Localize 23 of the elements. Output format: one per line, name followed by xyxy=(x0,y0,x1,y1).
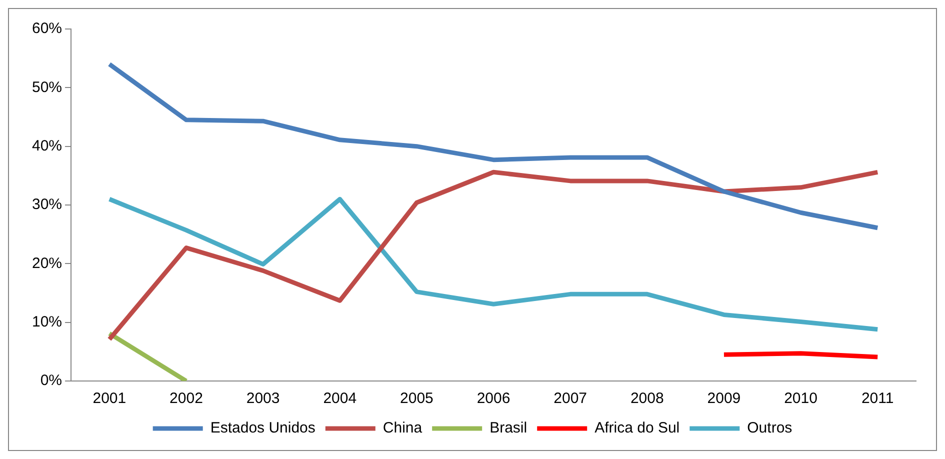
x-tick-label: 2008 xyxy=(630,390,664,408)
legend-label: China xyxy=(382,420,423,437)
x-tick-label: 2011 xyxy=(861,390,894,408)
y-tick-label: 60% xyxy=(32,20,62,38)
x-tick-label: 2009 xyxy=(707,390,741,408)
legend-label: Outros xyxy=(747,420,792,437)
x-tick-label: 2006 xyxy=(476,390,510,408)
x-tick-label: 2010 xyxy=(784,390,818,408)
x-tick-label: 2004 xyxy=(323,390,357,408)
y-tick-label: 20% xyxy=(32,254,62,272)
x-tick-label: 2002 xyxy=(170,390,203,408)
legend-label: Estados Unidos xyxy=(210,420,316,437)
x-tick-label: 2005 xyxy=(400,390,434,408)
y-tick-label: 30% xyxy=(32,196,62,214)
legend-label: Brasil xyxy=(490,420,528,437)
y-tick-label: 50% xyxy=(32,78,62,96)
legend-label: Africa do Sul xyxy=(594,420,680,437)
x-tick-label: 2003 xyxy=(246,390,280,408)
y-tick-label: 0% xyxy=(40,372,62,390)
x-tick-label: 2001 xyxy=(92,390,126,408)
y-tick-label: 40% xyxy=(32,137,62,154)
y-tick-label: 10% xyxy=(32,313,62,330)
x-tick-label: 2007 xyxy=(554,390,588,408)
